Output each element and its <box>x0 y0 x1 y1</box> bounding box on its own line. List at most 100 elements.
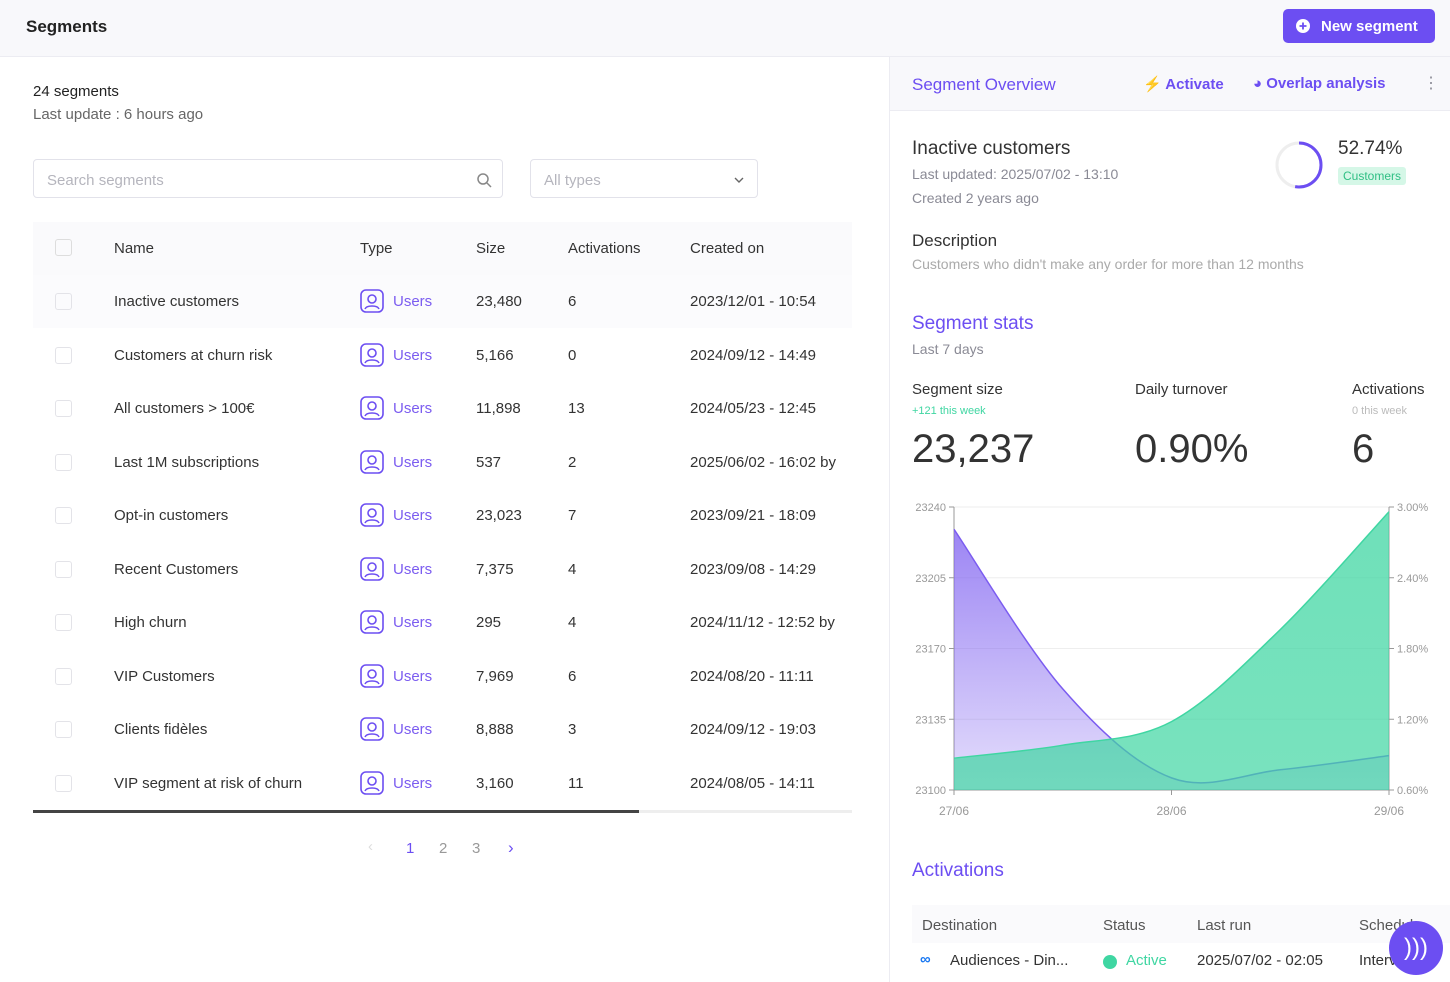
row-checkbox[interactable] <box>55 453 72 471</box>
row-cell: 6 <box>568 667 577 685</box>
row-cell: 4 <box>568 614 577 631</box>
search-icon <box>477 173 492 188</box>
row-cell: 2024/05/23 - 12:45 <box>690 400 816 417</box>
row-cell: 2024/09/12 - 19:03 <box>690 721 816 738</box>
stat-value: 23,237 <box>912 427 1035 471</box>
y-tick-label: 23205 <box>915 573 946 585</box>
area <box>954 511 1389 790</box>
row-checkbox[interactable] <box>55 400 72 417</box>
type-filter[interactable]: All types <box>530 159 758 198</box>
icon-body <box>364 572 380 577</box>
icon-body <box>364 786 380 791</box>
page-number[interactable]: 1 <box>406 840 415 857</box>
row-cell: 2023/09/08 - 14:29 <box>690 560 816 578</box>
share-donut <box>1275 141 1323 189</box>
description: Customers who didn't make any order for … <box>912 256 1304 272</box>
row-cell: 23,023 <box>476 507 522 524</box>
x-tick-label: 29/06 <box>1374 804 1404 818</box>
user-icon <box>360 289 384 313</box>
row-cell: Inactive customers <box>114 293 240 310</box>
icon-frame <box>360 663 384 688</box>
row-cell: Users <box>393 667 433 685</box>
stats-period: Last 7 days <box>912 341 984 357</box>
type-filter-value: All types <box>544 172 601 189</box>
row-cell: 11 <box>568 774 584 792</box>
share-label: 52.74% <box>1338 138 1403 159</box>
row-cell: 4 <box>568 560 577 578</box>
y2-tick-label: 0.60% <box>1397 785 1428 797</box>
user-icon <box>360 717 384 741</box>
icon-head <box>367 722 377 732</box>
row-cell: Recent Customers <box>114 560 239 578</box>
tab-activate[interactable]: ⚡ Activate <box>1143 76 1224 93</box>
page-number[interactable]: 3 <box>472 840 481 857</box>
table-row[interactable]: VIP Customers Users 7,969 6 2024/08/20 - 11:… <box>33 650 852 703</box>
row-checkbox[interactable] <box>55 560 72 578</box>
row-checkbox[interactable] <box>55 667 72 685</box>
page-title: Segments <box>26 17 108 36</box>
page-number[interactable]: 2 <box>439 840 448 857</box>
row-cell: 2023/09/21 - 18:09 <box>690 507 816 524</box>
icon-head <box>367 294 377 304</box>
table-row[interactable]: Clients fidèles Users 8,888 3 2024/09/12 - 1… <box>33 703 852 756</box>
row-checkbox[interactable] <box>55 507 72 524</box>
table-row[interactable]: Inactive customers Users 23,480 6 2023/12/01… <box>33 275 852 328</box>
row-cell: 2025/06/02 - 16:02 by <box>690 453 836 471</box>
new-segment-label: New segment <box>1321 18 1418 35</box>
y-tick-label: 23170 <box>915 644 946 656</box>
user-icon <box>360 396 384 420</box>
user-icon <box>360 770 384 795</box>
column-header: Name <box>114 240 155 257</box>
row-checkbox[interactable] <box>55 721 72 738</box>
row-cell: Last 1M subscriptions <box>114 453 260 471</box>
new-segment-button[interactable]: New segment <box>1283 9 1435 43</box>
icon-body <box>364 679 380 684</box>
activations-cell: 2025/07/02 - 02:05 <box>1197 952 1323 969</box>
header-checkbox[interactable] <box>55 239 72 256</box>
row-cell: 8,888 <box>476 721 514 738</box>
activations-column: Destination <box>922 917 998 934</box>
badge: Customers <box>1338 167 1407 185</box>
icon-frame <box>360 342 384 367</box>
icon-frame <box>360 717 384 741</box>
column-header: Type <box>360 240 393 257</box>
row-cell: 2 <box>568 453 577 471</box>
row-cell: 6 <box>568 293 577 310</box>
chevron-down <box>734 177 744 183</box>
y-tick-label: 23100 <box>915 785 946 797</box>
created: Created 2 years ago <box>912 190 1039 206</box>
prev-page[interactable]: ‹ <box>368 838 373 855</box>
table-row[interactable]: VIP segment at risk of churn Users 3,160 11… <box>33 757 852 810</box>
status-dot <box>1103 955 1117 969</box>
icon-frame <box>360 503 384 527</box>
next-page[interactable]: › <box>508 838 514 857</box>
tab-overview[interactable]: Segment Overview <box>912 75 1056 94</box>
row-checkbox[interactable] <box>55 346 72 364</box>
row-cell: 3,160 <box>476 774 514 792</box>
icon-head <box>367 775 377 786</box>
table-row[interactable]: Recent Customers Users 7,375 4 2023/09/08 - … <box>33 543 852 596</box>
table-row[interactable]: Customers at churn risk Users 5,166 0 2024/0… <box>33 329 852 382</box>
row-cell: Users <box>393 293 433 310</box>
icon-body <box>364 733 380 738</box>
row-checkbox[interactable] <box>55 293 72 310</box>
table-row[interactable]: Opt-in customers Users 23,023 7 2023/09/21 -… <box>33 489 852 542</box>
row-checkbox[interactable] <box>55 614 72 631</box>
row-checkbox[interactable] <box>55 774 72 792</box>
table-row[interactable]: High churn Users 295 4 2024/11/12 - 12:52 by <box>33 596 852 649</box>
description-title: Description <box>912 231 998 250</box>
stat-value: 0.90% <box>1135 427 1249 471</box>
stat-delta: 0 this week <box>1352 405 1408 417</box>
chat-button[interactable]: ))) <box>1389 921 1443 975</box>
icon-head <box>367 454 377 465</box>
y2-tick-label: 1.80% <box>1397 644 1428 656</box>
table-row[interactable]: All customers > 100€ Users 11,898 13 2024/05… <box>33 382 852 435</box>
search-box[interactable]: Search segments <box>33 159 503 198</box>
table-row[interactable]: Last 1M subscriptions Users 537 2 2025/06/02… <box>33 436 852 489</box>
scroll-track <box>33 810 852 813</box>
more-menu[interactable]: ⋮ <box>1423 75 1439 92</box>
row-cell: Users <box>393 614 433 631</box>
tab-overlap[interactable]: ◕ Overlap analysis <box>1253 75 1386 92</box>
